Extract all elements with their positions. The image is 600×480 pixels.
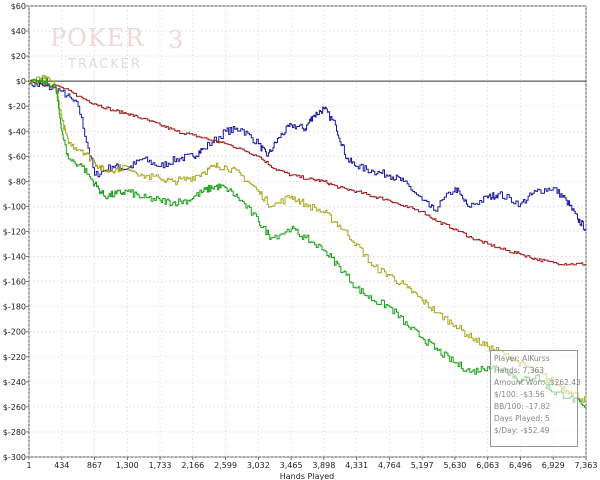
- y-tick-label: $40: [11, 27, 26, 36]
- x-tick-label: 4,764: [378, 461, 401, 470]
- series-line-red: [29, 79, 587, 266]
- y-tick-label: $-240: [3, 378, 26, 387]
- y-tick-label: $-80: [8, 177, 26, 186]
- stat-amount-won: Amount Won: -$262.43: [494, 378, 581, 387]
- y-tick-label: $-280: [3, 428, 26, 437]
- y-tick-label: $-200: [3, 328, 26, 337]
- x-tick-label: 5,197: [411, 461, 434, 470]
- y-tick-label: $0: [16, 77, 26, 86]
- watermark-line2: TRACKER: [67, 57, 142, 72]
- watermark-logo: POKER 3 TRACKER: [50, 24, 184, 72]
- stat-hands: Hands: 7,363: [494, 366, 545, 375]
- x-tick-label: 6,929: [542, 461, 565, 470]
- x-tick-label: 1,300: [116, 461, 139, 470]
- series-layer: [29, 74, 587, 410]
- series-line-blue: [29, 80, 587, 231]
- x-tick-label: 6,496: [509, 461, 532, 470]
- stats-box: Player: AlKurss Hands: 7,363 Amount Won:…: [490, 350, 581, 447]
- y-tick-label: $-20: [8, 102, 26, 111]
- x-tick-label: 3,032: [247, 461, 270, 470]
- stat-per-day: $/Day: -$52.49: [494, 426, 550, 435]
- y-tick-label: $-260: [3, 403, 26, 412]
- y-tick-label: $20: [11, 52, 26, 61]
- axes: $60 $40 $20 $0 $-20 $-40 $-60 $-80 $-100 $-120 $-1…: [3, 2, 598, 470]
- x-tick-label: 434: [54, 461, 69, 470]
- x-tick-label: 5,630: [443, 461, 466, 470]
- y-tick-label: $-60: [8, 152, 26, 161]
- x-tick-label: 867: [87, 461, 102, 470]
- y-tick-label: $-300: [3, 453, 26, 462]
- y-tick-label: $-120: [3, 228, 26, 237]
- stat-per100: $/100: -$3.56: [494, 390, 545, 399]
- y-tick-label: $-220: [3, 353, 26, 362]
- y-tick-label: $-160: [3, 278, 26, 287]
- y-tick-label: $-180: [3, 303, 26, 312]
- x-tick-label: 7,363: [575, 461, 598, 470]
- series-line-green: [29, 77, 587, 410]
- stat-player: Player: AlKurss: [494, 354, 550, 363]
- x-tick-label: 4,331: [345, 461, 368, 470]
- watermark-line1: POKER: [50, 24, 144, 52]
- watermark-suffix: 3: [168, 26, 184, 54]
- stat-days: Days Played: 5: [494, 414, 550, 423]
- y-tick-label: $-100: [3, 202, 26, 211]
- y-tick-label: $60: [11, 2, 26, 11]
- x-tick-label: 3,898: [312, 461, 335, 470]
- x-tick-label: 2,599: [214, 461, 237, 470]
- x-tick-label: 1,733: [149, 461, 172, 470]
- y-tick-label: $-140: [3, 253, 26, 262]
- x-tick-label: 3,465: [280, 461, 303, 470]
- x-axis-label: Hands Played: [280, 472, 334, 480]
- x-tick-label: 1: [26, 461, 31, 470]
- stat-bb100: BB/100: -17.82: [494, 402, 551, 411]
- y-tick-label: $-40: [8, 127, 26, 136]
- series-line-yellow: [29, 74, 587, 403]
- x-tick-label: 6,063: [476, 461, 499, 470]
- x-tick-label: 2,166: [181, 461, 204, 470]
